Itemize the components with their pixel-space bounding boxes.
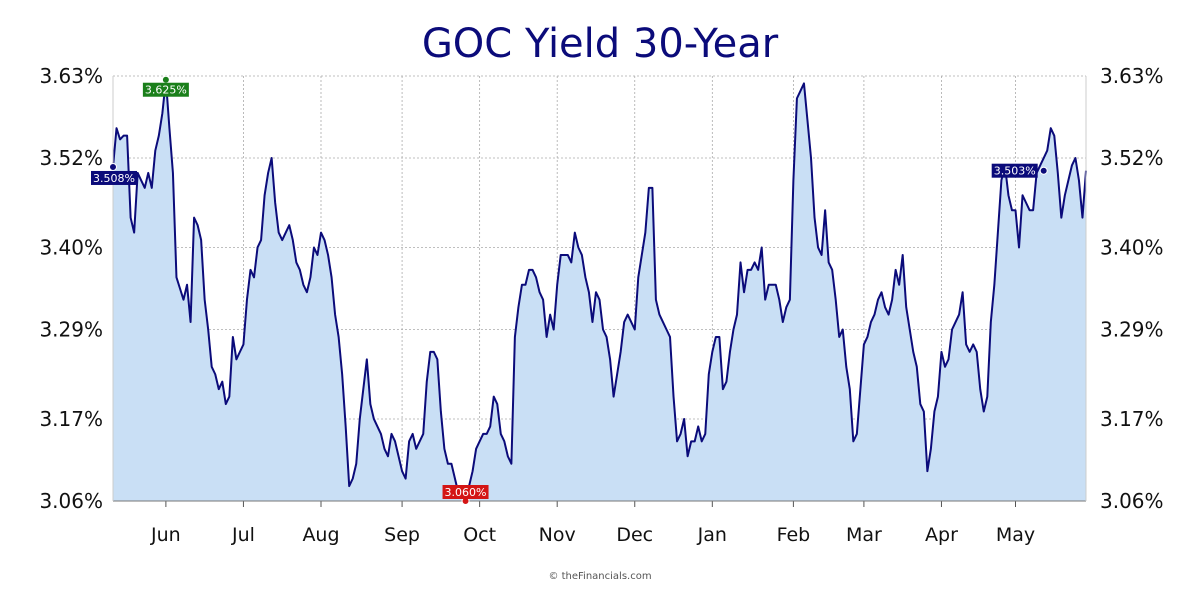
low-label-box <box>442 485 489 499</box>
axes <box>112 76 1087 507</box>
x-tick-label: Feb <box>777 524 811 546</box>
x-tick-label: Jan <box>697 524 727 546</box>
x-tick-label: Oct <box>463 524 496 546</box>
first-label-box <box>91 170 137 185</box>
tick-labels: 3.63% 3.63% 3.52% 3.52% 3.40% 3.40% 3.29% 3.29%… <box>39 64 1163 546</box>
x-tick-label: Aug <box>302 524 339 546</box>
x-tick-label: Jul <box>231 524 255 546</box>
y-tick-label-right: 3.17% <box>1100 407 1164 431</box>
high-marker <box>161 75 170 84</box>
y-tick-label-left: 3.29% <box>39 318 103 342</box>
y-tick-label-left: 3.40% <box>39 235 103 259</box>
x-tick-label: Nov <box>539 524 576 546</box>
y-tick-label-left: 3.52% <box>39 146 103 170</box>
first-label: 3.508% <box>93 172 135 185</box>
first-marker <box>109 162 117 171</box>
x-tick-label: May <box>996 524 1035 546</box>
y-tick-label-left: 3.63% <box>39 64 103 88</box>
y-tick-label-right: 3.29% <box>1100 318 1164 342</box>
y-tick-label-left: 3.17% <box>39 407 103 431</box>
last-label: 3.503% <box>994 165 1036 178</box>
annotations: 3.625% 3.060% 3.508% 3.503% <box>91 75 1048 505</box>
y-tick-label-left: 3.06% <box>39 489 103 513</box>
y-tick-label-right: 3.06% <box>1100 489 1164 513</box>
y-tick-label-right: 3.52% <box>1100 146 1164 170</box>
high-label-box <box>142 82 189 97</box>
x-tick-label: Jun <box>150 524 181 546</box>
plot-area <box>112 78 1087 502</box>
chart-title: GOC Yield 30-Year <box>422 21 779 67</box>
x-tick-label: Sep <box>384 524 420 546</box>
x-tick-label: Apr <box>925 524 958 546</box>
x-tick-label: Dec <box>616 524 653 546</box>
x-tick-label: Mar <box>846 524 882 546</box>
y-tick-label-right: 3.40% <box>1100 235 1164 259</box>
yield-line <box>112 78 1087 502</box>
low-label: 3.060% <box>445 486 487 499</box>
last-marker <box>1039 166 1048 175</box>
high-label: 3.625% <box>145 84 187 97</box>
credit-text: © theFinancials.com <box>548 571 651 582</box>
last-label-box <box>991 163 1038 178</box>
yield-area-fill <box>113 79 1086 501</box>
y-tick-label-right: 3.63% <box>1100 64 1164 88</box>
